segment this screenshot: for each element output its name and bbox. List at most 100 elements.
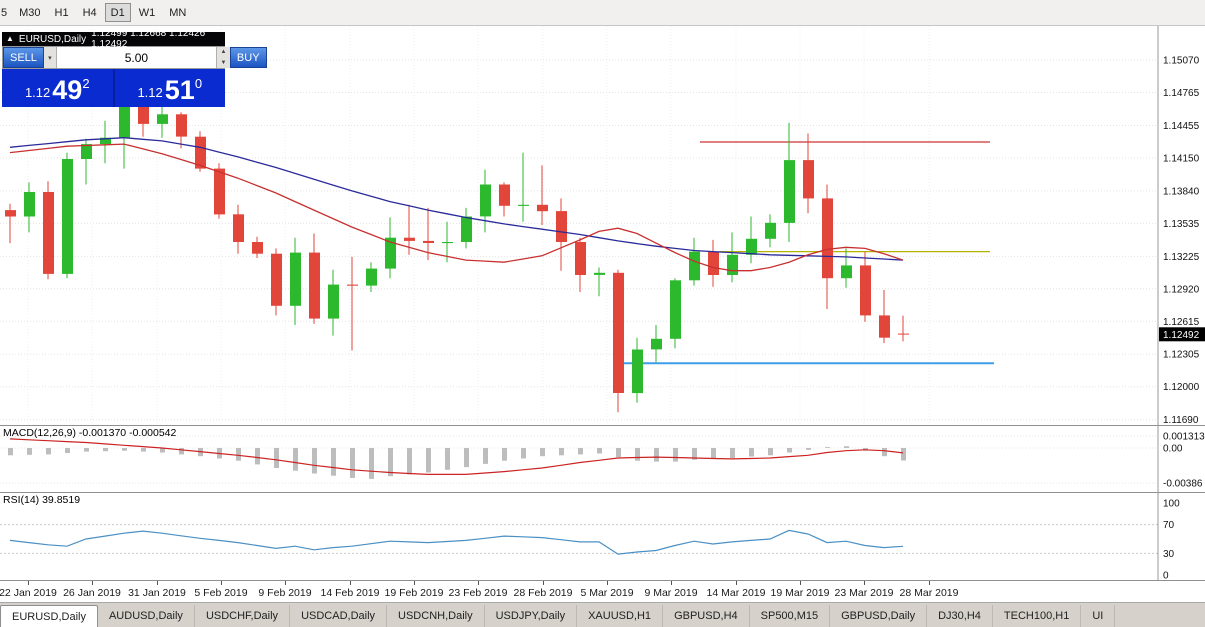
date-label: 19 Mar 2019 (770, 587, 830, 599)
sell-price-pips: 49 (52, 75, 83, 106)
volume-input[interactable] (56, 47, 216, 68)
date-label: 22 Jan 2019 (0, 587, 57, 599)
timeframe-button-h1[interactable]: H1 (49, 3, 75, 22)
time-axis-tick (800, 581, 801, 585)
sell-button[interactable]: SELL (3, 47, 44, 68)
time-axis-tick (607, 581, 608, 585)
time-axis-tick (285, 581, 286, 585)
buy-price-prefix: 1.12 (137, 85, 163, 100)
time-axis-tick (864, 581, 865, 585)
one-click-trading-panel: ▲ EURUSD,Daily 1.12499 1.12668 1.12426 1… (2, 28, 267, 107)
time-axis-tick (28, 581, 29, 585)
svg-text:1.12492: 1.12492 (1163, 330, 1200, 341)
chart-tab-usdjpy-daily[interactable]: USDJPY,Daily (485, 605, 578, 627)
svg-text:0.00: 0.00 (1163, 444, 1183, 455)
timeframe-toolbar: 5 M30 H1 H4 D1 W1 MN (0, 0, 1205, 26)
buy-price-pips: 51 (164, 75, 195, 106)
time-axis-tick (478, 581, 479, 585)
timeframe-button-m30[interactable]: M30 (13, 3, 46, 22)
svg-text:70: 70 (1163, 520, 1175, 531)
buy-button[interactable]: BUY (229, 47, 267, 68)
timeframe-button-5[interactable]: 5 (0, 3, 11, 22)
rsi-axis-labels: 100 70 30 0 (1163, 499, 1180, 581)
svg-text:1.12615: 1.12615 (1163, 317, 1200, 328)
time-axis-tick (671, 581, 672, 585)
volume-increase-button[interactable]: ▲ (216, 47, 230, 58)
svg-text:1.13840: 1.13840 (1163, 186, 1200, 197)
rsi-canvas: 100 70 30 0 (0, 493, 1180, 581)
symbol-period-label: EURUSD,Daily (18, 33, 87, 45)
chart-tab-usdcnh-daily[interactable]: USDCNH,Daily (387, 605, 485, 627)
volume-decrease-button[interactable]: ▼ (216, 57, 230, 68)
date-label: 5 Mar 2019 (580, 587, 634, 599)
current-price-tag: 1.12492 (1159, 327, 1205, 342)
chart-tab-dj30-h4[interactable]: DJ30,H4 (927, 605, 993, 627)
sell-price-point: 2 (82, 76, 90, 91)
chart-tab-audusd-daily[interactable]: AUDUSD,Daily (98, 605, 195, 627)
trade-panel-header[interactable]: ▲ EURUSD,Daily 1.12499 1.12668 1.12426 1… (2, 28, 225, 50)
svg-text:0.001313: 0.001313 (1163, 432, 1205, 443)
chart-tab-eurusd-daily[interactable]: EURUSD,Daily (0, 605, 98, 627)
chart-tab-gbpusd-daily[interactable]: GBPUSD,Daily (830, 605, 928, 627)
chart-tab-xauusd-h1[interactable]: XAUUSD,H1 (577, 605, 664, 627)
svg-text:1.13225: 1.13225 (1163, 252, 1200, 263)
timeframe-button-h4[interactable]: H4 (77, 3, 103, 22)
date-label: 23 Feb 2019 (448, 587, 508, 599)
sell-price[interactable]: 1.12 49 2 (2, 69, 113, 107)
volume-control: ▾ ▲ ▼ (43, 47, 230, 68)
ohlc-values: 1.12499 1.12668 1.12426 1.12492 (91, 28, 206, 50)
macd-panel[interactable]: 0.001313 0.00 -0.00386 MACD(12,26,9) -0.00… (0, 425, 1205, 492)
rsi-label: RSI(14) 39.8519 (3, 494, 81, 506)
macd-histogram (8, 446, 906, 479)
time-axis-tick (157, 581, 158, 585)
price-axis-labels: 1.15070 1.14765 1.14455 1.14150 1.13840 1.135… (1163, 56, 1200, 426)
svg-text:100: 100 (1163, 499, 1180, 510)
buy-price[interactable]: 1.12 51 0 (115, 69, 226, 107)
time-axis-tick (414, 581, 415, 585)
timeframe-button-d1[interactable]: D1 (104, 3, 131, 22)
time-axis-tick (350, 581, 351, 585)
date-label: 14 Mar 2019 (706, 587, 766, 599)
date-label: 9 Mar 2019 (644, 587, 698, 599)
chart-tab-ui[interactable]: UI (1081, 605, 1116, 627)
svg-text:1.11690: 1.11690 (1163, 415, 1199, 425)
chart-tab-sp500-m15[interactable]: SP500,M15 (750, 605, 831, 627)
time-axis-tick (221, 581, 222, 585)
main-chart[interactable]: 1.15070 1.14765 1.14455 1.14150 1.13840 1.135… (0, 26, 1205, 425)
price-divider (112, 69, 115, 107)
time-axis[interactable]: 22 Jan 2019 26 Jan 2019 31 Jan 2019 5 Feb 2… (0, 580, 1205, 602)
macd-label: MACD(12,26,9) -0.001370 -0.000542 (3, 427, 177, 439)
date-label: 5 Feb 2019 (194, 587, 248, 599)
timeframe-button-w1[interactable]: W1 (133, 3, 162, 22)
chart-tab-usdcad-daily[interactable]: USDCAD,Daily (290, 605, 388, 627)
chart-tab-gbpusd-h4[interactable]: GBPUSD,H4 (663, 605, 750, 627)
date-label: 9 Feb 2019 (258, 587, 312, 599)
date-label: 31 Jan 2019 (128, 587, 186, 599)
date-label: 26 Jan 2019 (63, 587, 121, 599)
time-axis-tick (92, 581, 93, 585)
volume-options-icon[interactable]: ▾ (43, 47, 57, 68)
svg-text:1.15070: 1.15070 (1163, 56, 1200, 67)
svg-text:1.12000: 1.12000 (1163, 382, 1200, 393)
svg-text:1.14765: 1.14765 (1163, 88, 1200, 99)
chart-tab-tech100-h1[interactable]: TECH100,H1 (993, 605, 1082, 627)
date-label: 28 Mar 2019 (899, 587, 959, 599)
macd-grid (0, 435, 1158, 484)
timeframe-button-mn[interactable]: MN (163, 3, 192, 22)
collapse-icon[interactable]: ▲ (6, 34, 14, 43)
time-axis-tick (929, 581, 930, 585)
rsi-panel[interactable]: 100 70 30 0 RSI(14) 39.8519 (0, 492, 1205, 580)
svg-text:1.12920: 1.12920 (1163, 284, 1200, 295)
rsi-levels (0, 524, 1158, 554)
date-label: 28 Feb 2019 (513, 587, 573, 599)
main-chart-canvas[interactable]: 1.15070 1.14765 1.14455 1.14150 1.13840 1.135… (0, 26, 1205, 425)
time-axis-tick (543, 581, 544, 585)
horizontal-level-lines (620, 141, 994, 365)
svg-text:1.14150: 1.14150 (1163, 153, 1200, 164)
chart-tab-usdchf-daily[interactable]: USDCHF,Daily (195, 605, 291, 627)
sell-price-prefix: 1.12 (24, 85, 51, 100)
svg-text:0: 0 (1163, 571, 1169, 581)
svg-text:1.12305: 1.12305 (1163, 350, 1200, 361)
